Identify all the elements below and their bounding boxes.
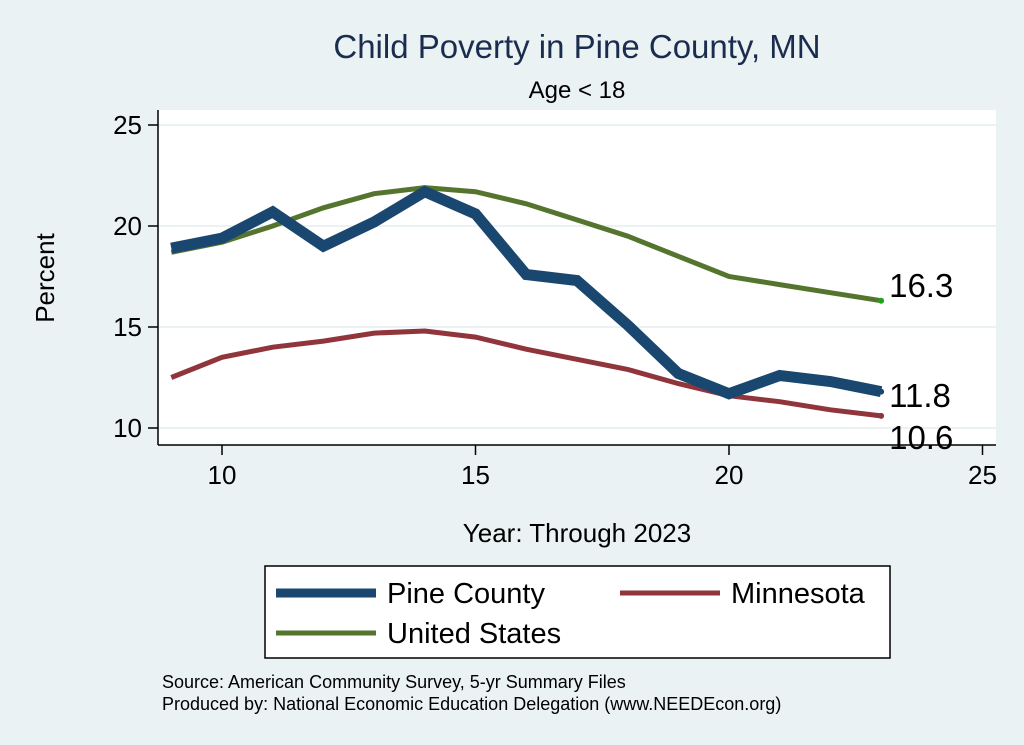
end-label-minnesota: 10.6	[889, 419, 953, 456]
legend: Pine County Minnesota United States	[264, 565, 891, 659]
series-layer	[170, 185, 885, 419]
producer-note: Produced by: National Economic Education…	[162, 694, 781, 714]
y-tick-label-25: 25	[113, 110, 142, 140]
legend-label-minnesota: Minnesota	[731, 578, 866, 610]
legend-label-united-states: United States	[387, 618, 561, 650]
y-tick-label-20: 20	[113, 211, 142, 241]
source-note: Source: American Community Survey, 5-yr …	[162, 672, 626, 692]
end-label-pine-county: 11.8	[889, 377, 951, 414]
axes: 10 15 20 25 10 15 20 25	[113, 110, 997, 490]
y-tick-label-10: 10	[113, 413, 142, 443]
end-label-united-states: 16.3	[889, 267, 953, 304]
x-axis-label: Year: Through 2023	[463, 518, 691, 548]
endpoint-marker-pine-county	[878, 388, 885, 395]
chart-subtitle: Age < 18	[529, 77, 626, 104]
y-tick-label-15: 15	[113, 312, 142, 342]
y-axis-label: Percent	[30, 232, 60, 322]
x-tick-label-10: 10	[208, 460, 237, 490]
end-labels: 11.8 10.6 16.3	[889, 267, 953, 456]
x-tick-label-20: 20	[715, 460, 744, 490]
legend-box	[264, 565, 891, 659]
legend-label-pine-county: Pine County	[387, 578, 545, 610]
x-tick-label-15: 15	[461, 460, 490, 490]
endpoint-marker-united-states	[878, 297, 885, 304]
endpoint-marker-minnesota	[878, 412, 885, 419]
series-line-pine-county	[170, 185, 883, 400]
x-tick-label-25: 25	[968, 460, 997, 490]
series-line-minnesota	[170, 328, 882, 419]
chart-title: Child Poverty in Pine County, MN	[333, 28, 820, 65]
